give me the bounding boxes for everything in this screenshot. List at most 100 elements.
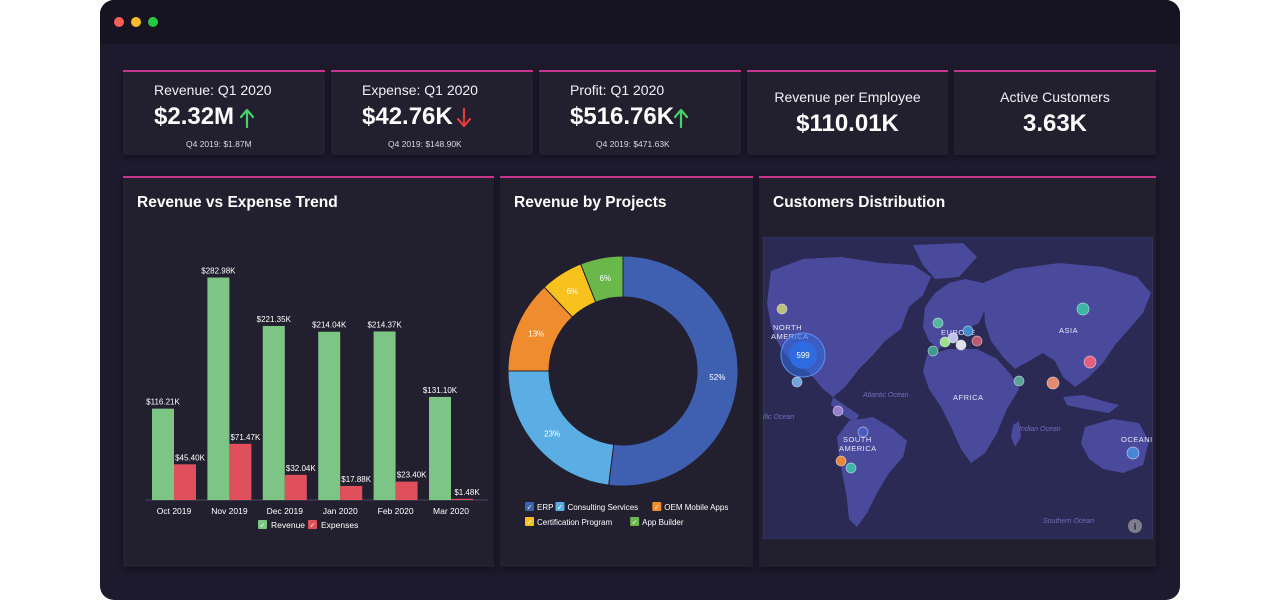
donut-slice-label: 13%: [528, 329, 544, 338]
expenses-bar[interactable]: [395, 481, 418, 500]
x-tick-label: Nov 2019: [211, 506, 248, 516]
legend-swatch: [258, 520, 267, 529]
map-label-north-america: AMERICA: [771, 332, 809, 341]
world-map[interactable]: Atlantic Ocean Indian Ocean ific Ocean S…: [763, 237, 1153, 539]
customer-marker[interactable]: [845, 462, 857, 474]
legend-swatch: [555, 502, 565, 511]
kpi-previous-value: Q4 2019: $148.90K: [388, 139, 462, 149]
customer-marker[interactable]: [1083, 355, 1097, 369]
x-tick-label: Oct 2019: [157, 506, 192, 516]
x-tick-label: Jan 2020: [323, 506, 358, 516]
customer-marker[interactable]: [955, 339, 967, 351]
kpi-title: Expense: Q1 2020: [362, 82, 478, 98]
kpi-title: Active Customers: [1000, 89, 1110, 105]
trend-up-icon: [240, 108, 254, 128]
island-madagascar: [1011, 421, 1021, 447]
legend-item-consulting-services[interactable]: ✓ Consulting Services: [555, 502, 638, 512]
close-window-button[interactable]: [114, 17, 124, 27]
customer-marker[interactable]: [927, 345, 939, 357]
expenses-data-label: $1.48K: [454, 488, 480, 497]
maximize-window-button[interactable]: [148, 17, 158, 27]
map-label-africa: AFRICA: [953, 393, 984, 402]
customer-marker[interactable]: [1013, 375, 1025, 387]
map-label-south-america: SOUTH: [843, 435, 872, 444]
continent-asia: [983, 263, 1151, 387]
map-label-asia: ASIA: [1059, 326, 1078, 335]
check-icon: ✓: [654, 505, 660, 512]
donut-slice-erp[interactable]: [608, 255, 739, 487]
continent-south-america: [837, 417, 907, 527]
customer-marker[interactable]: [971, 335, 983, 347]
expenses-bar[interactable]: [340, 485, 363, 500]
minimize-window-button[interactable]: [131, 17, 141, 27]
donut-slice-label: 6%: [567, 287, 579, 296]
expenses-data-label: $17.88K: [341, 475, 371, 484]
legend-item-app-builder[interactable]: ✓ App Builder: [630, 517, 684, 527]
x-tick-label: Dec 2019: [267, 506, 304, 516]
expenses-bar[interactable]: [284, 474, 307, 500]
info-icon[interactable]: i: [1128, 519, 1142, 533]
kpi-value: 3.63K: [1022, 110, 1088, 137]
window-titlebar: [100, 0, 1180, 44]
donut-slice-app-builder[interactable]: [580, 255, 624, 303]
revenue-bar[interactable]: [152, 408, 174, 500]
trend-up-icon: [674, 108, 688, 128]
map-label-atlantic: Atlantic Ocean: [862, 392, 909, 399]
revenue-bar[interactable]: [318, 331, 341, 500]
legend-label: OEM Mobile Apps: [664, 503, 728, 512]
expenses-bar[interactable]: [229, 443, 252, 500]
revenue-bar[interactable]: [373, 331, 396, 500]
revenue-data-label: $116.21K: [146, 398, 180, 407]
revenue-data-label: $214.04K: [312, 321, 347, 330]
customer-marker[interactable]: [1046, 376, 1060, 390]
customer-marker[interactable]: [932, 317, 944, 329]
kpi-card-revenue[interactable]: Revenue: Q1 2020 $2.32M Q4 2019: $1.87M: [123, 70, 325, 155]
legend-item-oem-mobile-apps[interactable]: ✓ OEM Mobile Apps: [652, 502, 728, 512]
revenue-data-label: $214.37K: [367, 320, 402, 329]
map-label-pacific: ific Ocean: [763, 414, 794, 421]
kpi-card-active-customers[interactable]: Active Customers 3.63K: [954, 70, 1156, 155]
x-tick-label: Feb 2020: [378, 506, 414, 516]
donut-slice-label: 23%: [544, 429, 560, 438]
check-icon: ✓: [632, 520, 638, 527]
customer-marker[interactable]: [832, 405, 844, 417]
revenue-data-label: $131.10K: [423, 386, 458, 395]
kpi-card-expense[interactable]: Expense: Q1 2020 $42.76K Q4 2019: $148.9…: [331, 70, 533, 155]
customer-marker[interactable]: [962, 325, 974, 337]
revenue-bar[interactable]: [262, 325, 285, 500]
kpi-previous-value: Q4 2019: $471.63K: [596, 139, 670, 149]
customer-marker[interactable]: [947, 332, 959, 344]
kpi-card-revenue-per-employee[interactable]: Revenue per Employee $110.01K: [747, 70, 948, 155]
legend-item-expenses[interactable]: ✓ Expenses: [308, 520, 358, 530]
customer-marker[interactable]: [1126, 446, 1140, 460]
customer-cluster-marker-core: [789, 341, 817, 369]
check-icon: ✓: [260, 523, 266, 530]
customer-marker[interactable]: [776, 303, 788, 315]
customers-distribution-panel: Customers Distribution Atlantic Ocean In…: [759, 176, 1156, 567]
panel-title: Revenue vs Expense Trend: [137, 194, 338, 211]
kpi-card-profit[interactable]: Profit: Q1 2020 $516.76K Q4 2019: $471.6…: [539, 70, 741, 155]
revenue-bar[interactable]: [207, 277, 230, 500]
legend-label: Revenue: [271, 520, 305, 530]
donut-slice-consulting-services[interactable]: [507, 370, 615, 486]
customer-marker[interactable]: [1076, 302, 1090, 316]
expenses-bar[interactable]: [451, 498, 473, 500]
check-icon: ✓: [310, 523, 316, 530]
revenue-bar[interactable]: [429, 396, 451, 500]
legend-swatch: [652, 502, 662, 511]
customer-marker[interactable]: [791, 376, 803, 388]
expenses-data-label: $45.40K: [175, 453, 205, 462]
customer-marker[interactable]: [835, 455, 847, 467]
donut-slice-label: 52%: [709, 373, 725, 382]
panel-title: Revenue by Projects: [514, 194, 667, 211]
legend-swatch: [630, 517, 640, 526]
customer-marker[interactable]: [857, 426, 869, 438]
legend-item-erp[interactable]: ✓ ERP: [525, 502, 553, 512]
legend-item-certification-program[interactable]: ✓ Certification Program: [525, 517, 612, 527]
island-indonesia: [1063, 395, 1119, 413]
revenue-by-projects-donut-chart: 52% 23% 13% 6% 6% ✓ ERP ✓ Consulting Services ✓ OE…: [507, 255, 739, 527]
legend-label: Expenses: [321, 520, 358, 530]
expenses-bar[interactable]: [174, 464, 196, 500]
legend-item-revenue[interactable]: ✓ Revenue: [258, 520, 305, 530]
check-icon: ✓: [527, 505, 533, 512]
